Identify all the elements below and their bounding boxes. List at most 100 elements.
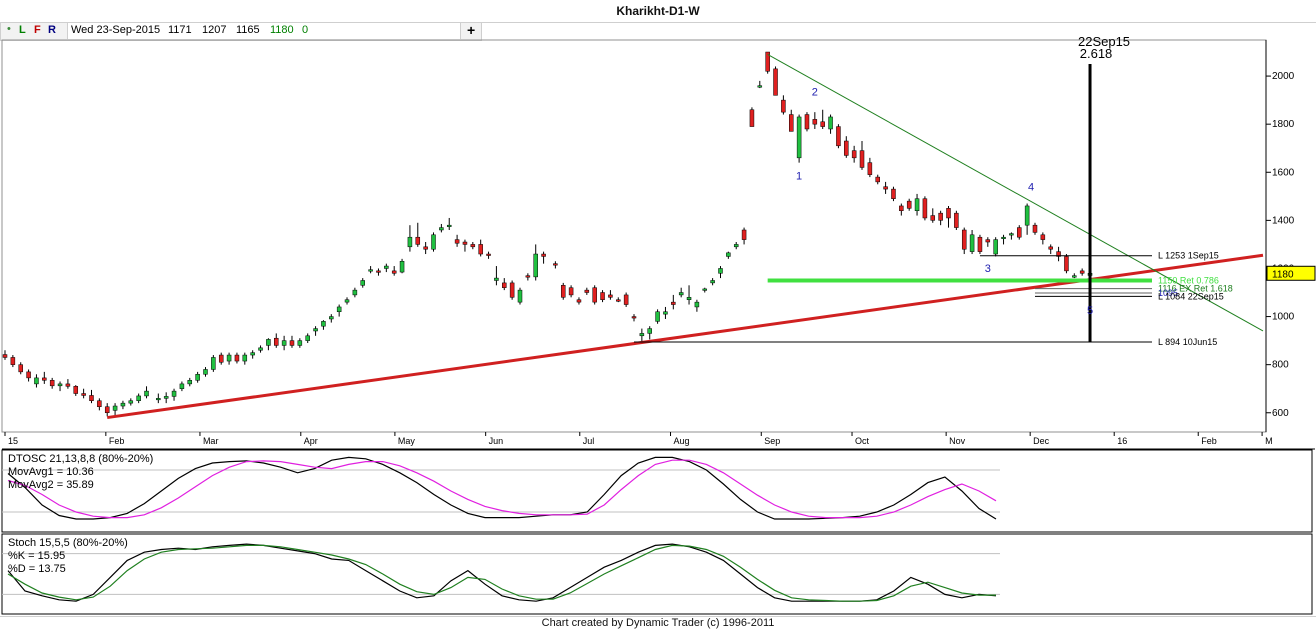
candle-body <box>946 208 951 219</box>
candle-body <box>407 236 413 248</box>
level-label: 1150 Ret 0.786 <box>1158 275 1219 285</box>
candle-body <box>985 239 991 243</box>
candle-body <box>1056 251 1061 257</box>
x-tick-label: Aug <box>674 436 690 446</box>
candle-body <box>163 396 169 399</box>
candle-body <box>741 229 747 240</box>
candle-body <box>718 268 723 274</box>
y-tick-label: 800 <box>1272 360 1289 371</box>
level-label: L 1084 22Sep15 <box>1158 291 1224 301</box>
candle-body <box>804 114 810 130</box>
candle-body <box>478 244 483 255</box>
candle-body <box>34 377 39 385</box>
readout-open: 1171 <box>168 24 192 36</box>
candle-body <box>211 357 216 370</box>
candle-body <box>922 198 928 219</box>
candle-body <box>344 299 350 303</box>
candle-body <box>112 405 118 411</box>
candle-body <box>1009 233 1014 236</box>
legend-entry: MovAvg1 = 10.36 <box>8 466 94 478</box>
candle-body <box>969 234 975 252</box>
price-panel-frame <box>1 39 1267 433</box>
candle-body <box>584 289 590 293</box>
x-tick-label: Sep <box>764 436 780 446</box>
x-tick-label: 16 <box>1117 436 1127 446</box>
toolbar-button-l[interactable]: L <box>19 24 26 36</box>
candle-body <box>352 289 358 296</box>
series-line-d <box>7 544 996 602</box>
candle-body <box>454 239 460 244</box>
candle-body <box>446 224 452 227</box>
candle-body <box>89 395 94 401</box>
y-tick-label: 2000 <box>1272 71 1295 82</box>
candle-body <box>104 406 110 414</box>
candle-body <box>533 253 538 278</box>
candle-body <box>600 292 605 300</box>
candle-body <box>18 364 23 373</box>
candle-body <box>281 340 287 346</box>
candle-body <box>930 215 936 221</box>
candle-body <box>329 316 334 320</box>
time-marker-date: 22Sep15 <box>1078 34 1130 49</box>
candle-body <box>384 265 389 269</box>
candle-body <box>851 150 857 159</box>
candle-body <box>867 162 873 175</box>
candle-body <box>203 369 208 375</box>
toolbar-button-r[interactable]: R <box>48 24 56 36</box>
wave-label: 5 <box>1087 305 1093 317</box>
candle-body <box>57 383 63 387</box>
candle-body <box>517 289 523 303</box>
candle-body <box>486 253 491 256</box>
candle-body <box>1017 227 1022 238</box>
candle-body <box>891 188 896 199</box>
candle-body <box>733 244 739 248</box>
candle-body <box>289 340 295 346</box>
candle-body <box>616 299 621 302</box>
candle-body <box>655 311 660 322</box>
candle-body <box>187 380 193 385</box>
candle-body <box>993 239 998 255</box>
candle-body <box>431 234 436 250</box>
x-tick-label: M <box>1265 436 1273 446</box>
x-tick-label: Jul <box>583 436 595 446</box>
series-line-k <box>7 543 997 602</box>
candle-body <box>938 212 943 221</box>
candle-body <box>899 205 904 211</box>
candle-body <box>836 126 841 147</box>
wave-label: 1 <box>796 170 802 182</box>
candle-body <box>321 321 326 327</box>
candle-body <box>1001 236 1006 239</box>
candle-body <box>171 390 177 397</box>
candle-body <box>1048 246 1053 250</box>
last-value-box <box>1266 265 1316 281</box>
x-tick-label: 15 <box>8 436 18 446</box>
y-tick-label: 600 <box>1272 408 1289 419</box>
x-tick-label: May <box>398 436 416 446</box>
candle-body <box>258 347 263 351</box>
readout-change: 0 <box>302 24 309 36</box>
x-tick-label: Dec <box>1033 436 1050 446</box>
toolbar-button-f[interactable]: F <box>34 24 41 36</box>
candle-body <box>136 395 141 401</box>
candle-body <box>250 352 255 356</box>
candle-body <box>1032 224 1038 233</box>
candle-body <box>796 116 802 159</box>
candle-body <box>65 383 71 387</box>
x-tick-label: Apr <box>304 436 318 446</box>
level-label: L 894 10Jun15 <box>1158 337 1217 347</box>
candle-body <box>305 335 310 341</box>
y-tick-label: 1400 <box>1272 215 1295 226</box>
candle-body <box>144 390 149 397</box>
add-plus-icon[interactable]: + <box>467 22 476 38</box>
candle-body <box>195 374 200 381</box>
candle-body <box>647 328 652 334</box>
x-tick-label: Feb <box>1201 436 1217 446</box>
legend-entry: %K = 15.95 <box>8 550 65 562</box>
wave-label: 3 <box>985 263 991 275</box>
legend-entry: MovAvg2 = 35.89 <box>8 479 94 491</box>
candle-body <box>686 297 692 300</box>
series-line-movavg2 <box>7 459 997 519</box>
candle-body <box>773 68 778 96</box>
candle-body <box>242 354 248 362</box>
candle-body <box>789 114 794 132</box>
